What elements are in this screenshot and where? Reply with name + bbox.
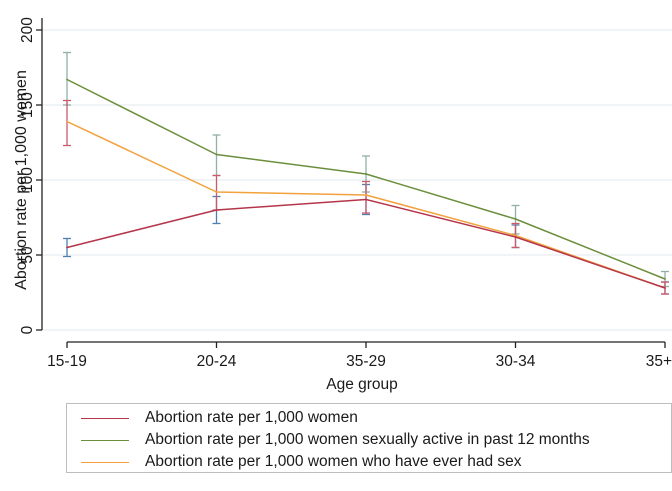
data-point	[215, 153, 218, 156]
data-point	[365, 198, 367, 201]
y-tick-label-0: 0	[19, 325, 36, 334]
data-point	[664, 278, 666, 280]
x-tick-label-35-29: 35-29	[346, 353, 386, 370]
error-bar	[63, 99, 71, 147]
axes: 0 50 100 150 200 15-19 20-24 35-29 30-34 35+	[19, 17, 672, 370]
x-tick-label-30-34: 30-34	[496, 353, 536, 370]
legend-item-women: Abortion rate per 1,000 women	[67, 407, 358, 429]
data-point	[365, 173, 367, 175]
y-tick-label-150: 150	[19, 92, 36, 118]
legend-label-ever-had-sex: Abortion rate per 1,000 women who have e…	[145, 453, 522, 470]
legend-swatch-sexually-active	[81, 439, 129, 441]
series-lines	[66, 78, 666, 289]
x-tick-label-35+: 35+	[646, 353, 672, 370]
data-point	[66, 246, 68, 249]
error-bar	[362, 180, 370, 214]
legend-label-women: Abortion rate per 1,000 women	[145, 409, 358, 426]
data-point	[514, 218, 517, 220]
data-point	[66, 120, 68, 123]
y-tick-label-100: 100	[19, 167, 36, 193]
legend-swatch-women	[81, 417, 129, 419]
data-point	[514, 236, 517, 238]
legend: Abortion rate per 1,000 women Abortion r…	[66, 403, 672, 473]
y-tick-label-50: 50	[19, 246, 36, 264]
gridlines	[42, 29, 672, 331]
data-point	[514, 234, 517, 237]
x-tick-label-15-19: 15-19	[47, 353, 87, 370]
data-point	[664, 287, 666, 289]
y-axis-label: Abortion rate per 1,000 women	[13, 70, 30, 290]
data-point	[215, 209, 218, 211]
data-point	[365, 194, 367, 196]
legend-item-ever-had-sex: Abortion rate per 1,000 women who have e…	[67, 451, 522, 473]
x-axis-label: Age group	[326, 376, 398, 393]
data-point	[215, 191, 218, 193]
legend-swatch-ever-had-sex	[81, 461, 129, 463]
error-bars	[63, 51, 669, 295]
legend-item-sexually-active: Abortion rate per 1,000 women sexually a…	[67, 429, 590, 451]
data-point	[66, 78, 68, 81]
chart: 0 50 100 150 200 15-19 20-24 35-29 30-34 35+ Abor…	[13, 17, 672, 393]
y-tick-label-200: 200	[19, 17, 36, 43]
x-tick-label-20-24: 20-24	[197, 353, 237, 370]
legend-label-sexually-active: Abortion rate per 1,000 women sexually a…	[145, 431, 590, 448]
